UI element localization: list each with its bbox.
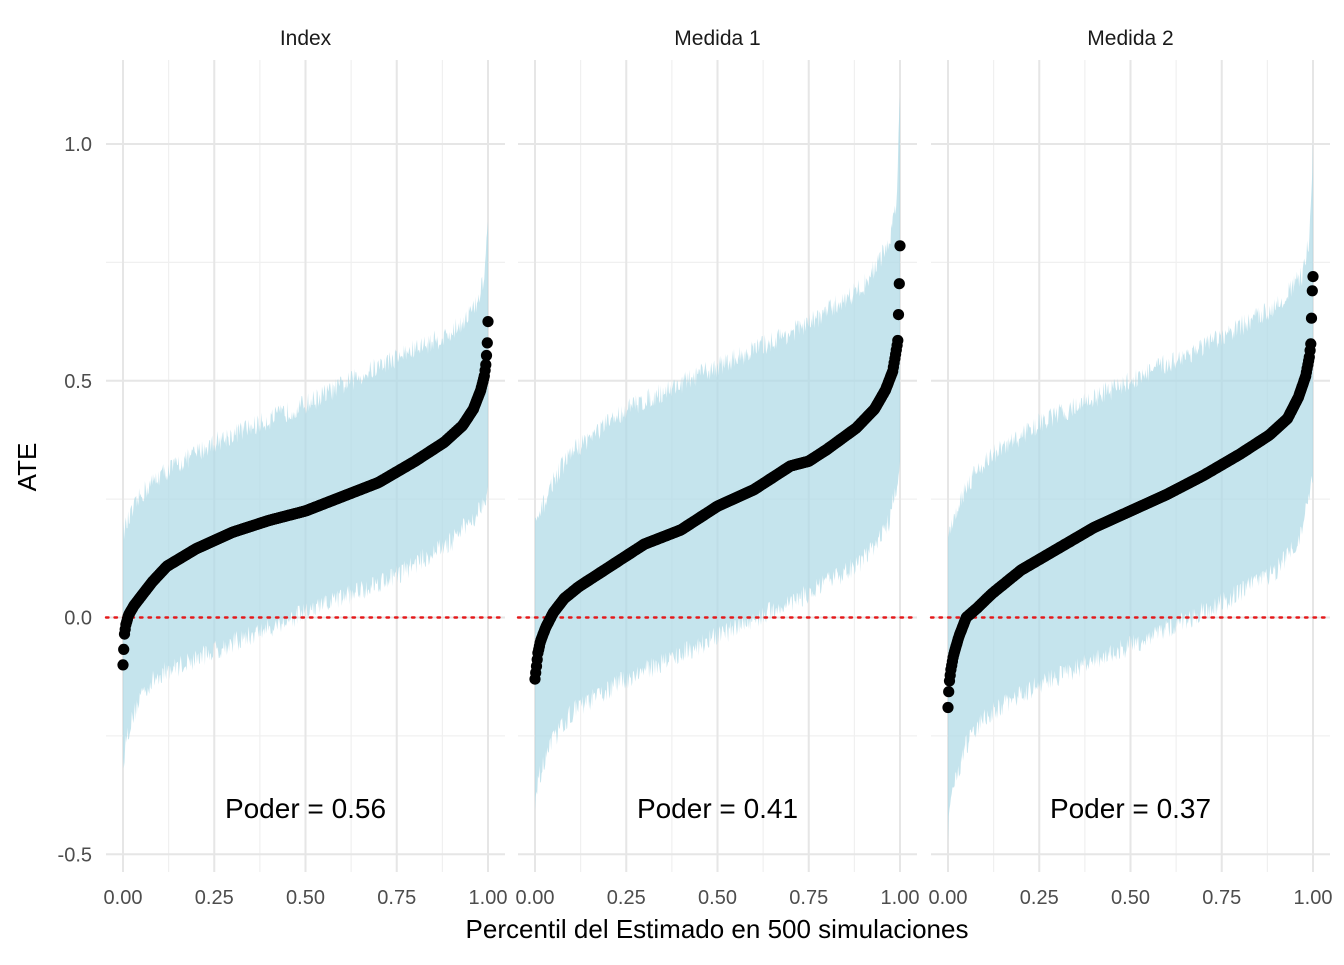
estimate-point <box>894 240 906 252</box>
estimate-point <box>480 359 492 371</box>
x-tick-label: 0.75 <box>789 887 828 909</box>
estimate-point <box>1305 338 1317 350</box>
estimate-point <box>942 701 954 714</box>
x-tick-label: 0.50 <box>1111 887 1150 909</box>
x-tick-label: 0.50 <box>286 887 325 909</box>
x-tick-label: 1.00 <box>881 887 920 909</box>
estimate-points <box>942 271 1319 714</box>
confidence-band <box>948 140 1313 841</box>
power-annotation: Poder = 0.37 <box>1050 793 1211 824</box>
x-tick-label: 0.75 <box>1202 887 1241 909</box>
x-tick-label: 0.50 <box>698 887 737 909</box>
facet-panel-1: Index Poder = 0.56 0.00 0.25 0.50 0.75 1.00 <box>104 27 508 909</box>
estimate-point <box>892 334 904 347</box>
estimate-points <box>117 316 494 671</box>
estimate-point <box>117 659 129 671</box>
x-tick-label: 0.00 <box>929 887 968 909</box>
x-tick-label: 0.25 <box>607 887 646 909</box>
x-tick-label: 1.00 <box>469 887 508 909</box>
confidence-band <box>123 221 488 769</box>
x-axis-title: Percentil del Estimado en 500 simulacion… <box>466 914 969 944</box>
estimate-point <box>481 337 493 349</box>
estimate-point <box>892 309 905 321</box>
x-tick-label: 1.00 <box>1294 887 1333 909</box>
estimate-point <box>1306 285 1318 297</box>
x-tick-label: 0.00 <box>104 887 143 909</box>
y-tick-label: 0.0 <box>64 608 92 630</box>
facet-title: Index <box>280 27 332 50</box>
x-tick-label: 0.25 <box>195 887 234 909</box>
estimate-point <box>893 278 905 290</box>
estimate-point <box>118 643 130 656</box>
estimate-point <box>943 686 955 698</box>
facet-title: Medida 2 <box>1087 27 1173 50</box>
x-tick-label: 0.25 <box>1020 887 1059 909</box>
y-axis-ticks: -0.5 0.0 0.5 1.0 <box>58 134 92 866</box>
y-tick-label: -0.5 <box>58 844 92 866</box>
power-annotation: Poder = 0.41 <box>637 793 798 824</box>
x-tick-label: 0.75 <box>377 887 416 909</box>
power-annotation: Poder = 0.56 <box>225 793 386 824</box>
y-tick-label: 0.5 <box>64 371 92 393</box>
estimate-point <box>1305 312 1318 324</box>
estimate-point <box>480 349 493 362</box>
facet-panel-3: Medida 2 Poder = 0.37 0.00 0.25 0.50 0.75 1.00 <box>929 27 1333 909</box>
y-tick-label: 1.0 <box>64 134 92 156</box>
facet-title: Medida 1 <box>674 27 760 50</box>
x-tick-label: 0.00 <box>516 887 555 909</box>
estimate-point <box>1307 271 1319 283</box>
estimate-point <box>482 316 494 328</box>
y-axis-title: ATE <box>12 443 42 492</box>
facet-panel-2: Medida 1 Poder = 0.41 0.00 0.25 0.50 0.75 1.00 <box>516 27 920 909</box>
estimate-points <box>529 240 906 685</box>
confidence-band <box>535 96 900 811</box>
